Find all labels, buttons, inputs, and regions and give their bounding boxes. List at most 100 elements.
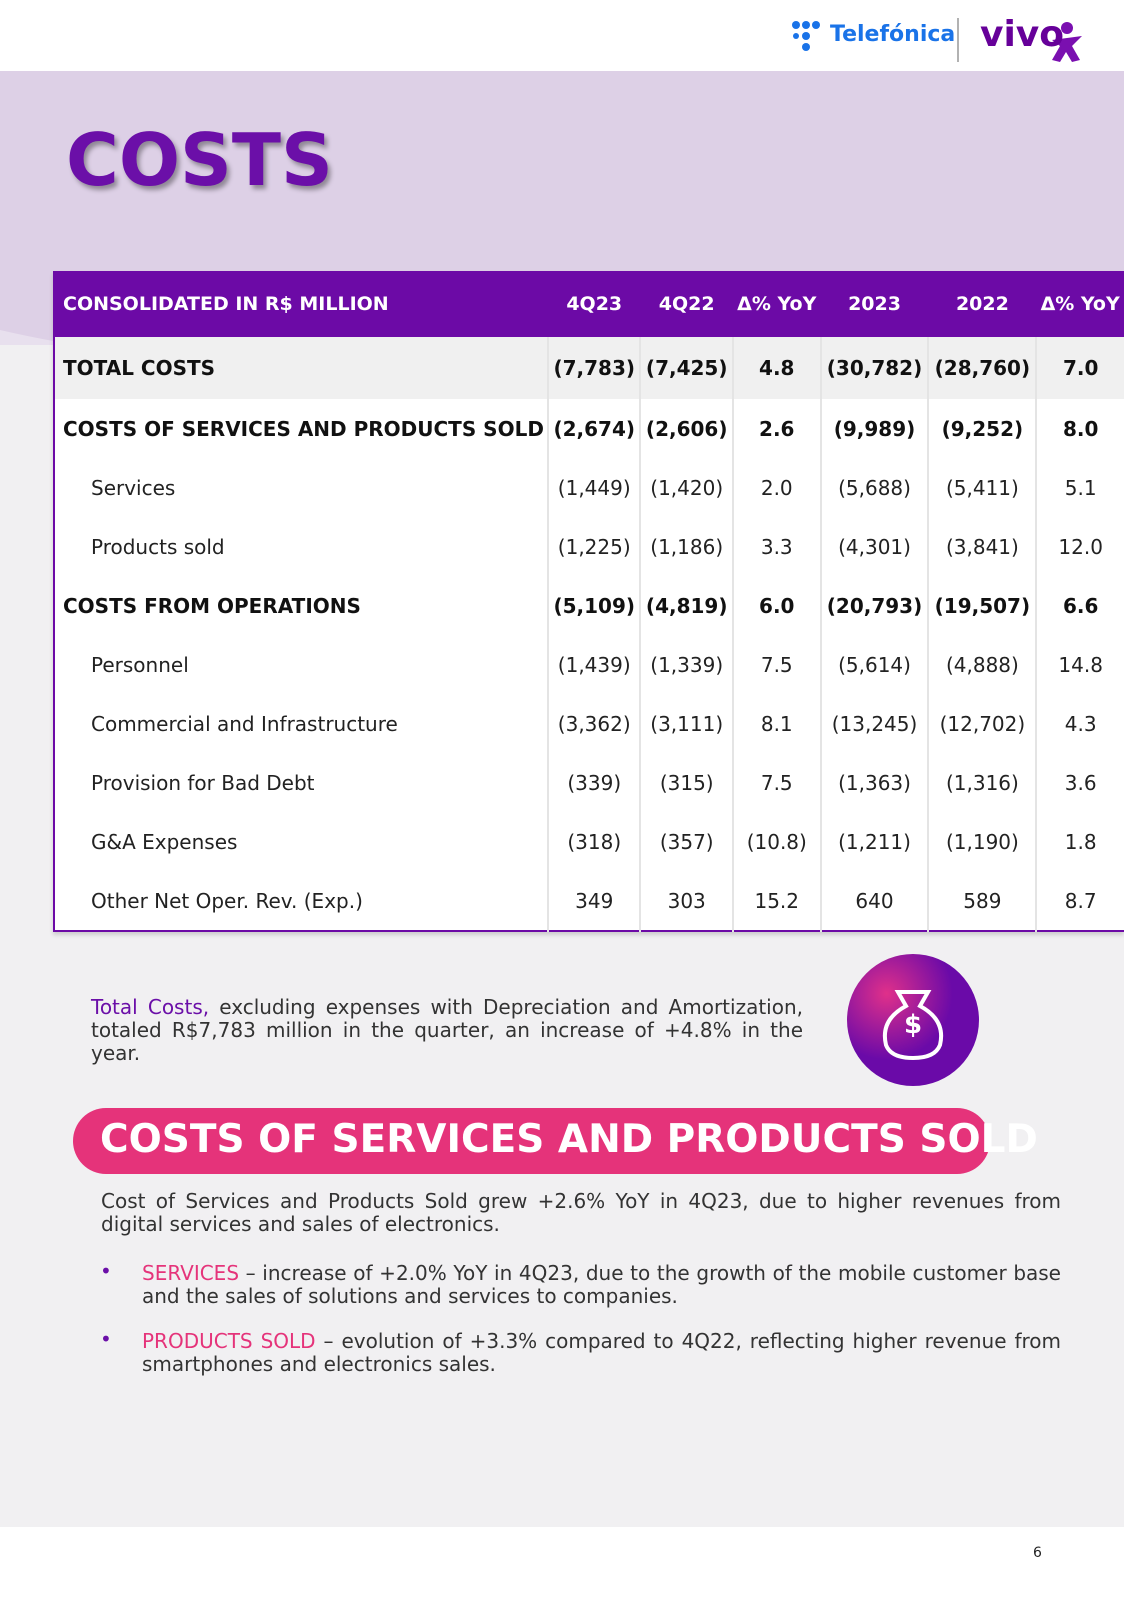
cell: (5,109) bbox=[546, 576, 641, 635]
cell: 8.7 bbox=[1035, 871, 1124, 931]
column-header: 2022 bbox=[928, 271, 1037, 337]
row-label: COSTS FROM OPERATIONS bbox=[63, 593, 361, 618]
bullet-text: – increase of +2.0% YoY in 4Q23, due to … bbox=[142, 1261, 1061, 1308]
summary-text: excluding expenses with Depreciation and… bbox=[91, 995, 804, 1065]
table-row: TOTAL COSTS (7,783) (7,425) 4.8 (30,782) (28,… bbox=[54, 337, 1124, 399]
cell: (1,186) bbox=[639, 517, 733, 576]
icon-symbol: $ bbox=[903, 1010, 923, 1040]
table-row: Products sold (1,225) (1,186) 3.3 (4,301) (3,… bbox=[54, 517, 1124, 576]
bullet-label: PRODUCTS SOLD bbox=[142, 1329, 316, 1353]
cell: 12.0 bbox=[1035, 517, 1124, 576]
table-row: Provision for Bad Debt (339) (315) 7.5 (1,36… bbox=[54, 753, 1124, 812]
cell: 15.2 bbox=[731, 871, 821, 931]
costs-table: CONSOLIDATED IN R$ MILLION 4Q23 4Q22 Δ% YoY… bbox=[53, 271, 1124, 932]
cell: (1,363) bbox=[819, 753, 929, 812]
section-heading: COSTS OF SERVICES AND PRODUCTS SOLD bbox=[100, 1117, 1038, 1162]
cell: (9,252) bbox=[927, 399, 1037, 458]
table-row: Services (1,449) (1,420) 2.0 (5,688) (5,411) 5… bbox=[54, 458, 1124, 517]
cell: 7.5 bbox=[731, 635, 821, 694]
bullet-text: – evolution of +3.3% compared to 4Q22, r… bbox=[142, 1329, 1062, 1376]
row-label: Other Net Oper. Rev. (Exp.) bbox=[91, 888, 363, 913]
cell: (10.8) bbox=[731, 812, 821, 871]
page-title: COSTS bbox=[66, 118, 333, 202]
row-label: Services bbox=[91, 475, 176, 500]
row-label: Products sold bbox=[91, 534, 225, 559]
cell: (1,225) bbox=[546, 517, 641, 576]
summary-highlight: Total Costs, bbox=[91, 995, 210, 1019]
row-label: Personnel bbox=[91, 652, 189, 677]
cell: (7,425) bbox=[639, 337, 733, 399]
row-label: Provision for Bad Debt bbox=[91, 770, 315, 795]
cell: (315) bbox=[639, 753, 733, 812]
cell: (1,449) bbox=[546, 458, 641, 517]
cell: (5,688) bbox=[819, 458, 929, 517]
column-header: 4Q23 bbox=[548, 271, 641, 337]
cell: (339) bbox=[546, 753, 641, 812]
cell: (318) bbox=[546, 812, 641, 871]
cell: 3.6 bbox=[1035, 753, 1124, 812]
cell: (1,420) bbox=[639, 458, 733, 517]
row-label: G&A Expenses bbox=[91, 829, 238, 854]
cell: (3,111) bbox=[639, 694, 733, 753]
cell: (5,614) bbox=[819, 635, 929, 694]
cell: 7.0 bbox=[1035, 337, 1124, 399]
table-row: Commercial and Infrastructure (3,362) (3,1… bbox=[54, 694, 1124, 753]
bullet-label: SERVICES bbox=[142, 1261, 240, 1285]
cell: (9,989) bbox=[819, 399, 929, 458]
cell: (1,316) bbox=[927, 753, 1037, 812]
cell: (4,888) bbox=[927, 635, 1037, 694]
cell: 4.3 bbox=[1035, 694, 1124, 753]
row-label: Commercial and Infrastructure bbox=[91, 711, 398, 736]
cell: 8.1 bbox=[731, 694, 821, 753]
cell: 1.8 bbox=[1035, 812, 1124, 871]
cell: (28,760) bbox=[927, 337, 1037, 399]
table-row: COSTS FROM OPERATIONS (5,109) (4,819) 6.0 (2… bbox=[54, 576, 1124, 635]
table-row: COSTS OF SERVICES AND PRODUCTS SOLD (2,67… bbox=[54, 399, 1124, 458]
column-header: 2023 bbox=[820, 271, 929, 337]
cell: (1,439) bbox=[546, 635, 641, 694]
section-paragraph: Cost of Services and Products Sold grew … bbox=[101, 1189, 1061, 1236]
cell: (1,190) bbox=[927, 812, 1037, 871]
cell: 6.0 bbox=[731, 576, 821, 635]
cell: 640 bbox=[819, 871, 929, 931]
column-header: CONSOLIDATED IN R$ MILLION bbox=[54, 271, 548, 337]
bullet-list: • SERVICES – increase of +2.0% YoY in 4Q2… bbox=[96, 1259, 1062, 1398]
cell: (4,301) bbox=[819, 517, 929, 576]
page-number: 6 bbox=[1033, 1545, 1042, 1561]
column-header: Δ% YoY bbox=[1036, 271, 1124, 337]
table-row: Other Net Oper. Rev. (Exp.) 349 303 15.2 640… bbox=[54, 871, 1124, 931]
cell: 2.0 bbox=[731, 458, 821, 517]
bullet: • PRODUCTS SOLD – evolution of +3.3% comp… bbox=[96, 1327, 1062, 1376]
cell: (1,211) bbox=[819, 812, 929, 871]
header-row: CONSOLIDATED IN R$ MILLION 4Q23 4Q22 Δ% YoY… bbox=[54, 271, 1124, 337]
column-header: 4Q22 bbox=[640, 271, 733, 337]
cell: 14.8 bbox=[1035, 635, 1124, 694]
cell: (3,362) bbox=[546, 694, 641, 753]
cell: (19,507) bbox=[927, 576, 1037, 635]
row-label: COSTS OF SERVICES AND PRODUCTS SOLD bbox=[63, 416, 544, 441]
vivo-logo: vivo bbox=[980, 14, 1065, 55]
cell: (30,782) bbox=[819, 337, 929, 399]
bullet: • SERVICES – increase of +2.0% YoY in 4Q2… bbox=[96, 1259, 1061, 1308]
cell: 349 bbox=[546, 871, 641, 931]
cell: 8.0 bbox=[1035, 399, 1124, 458]
cell: (357) bbox=[639, 812, 733, 871]
summary: Total Costs, excluding expenses with Dep… bbox=[91, 996, 803, 1065]
column-header: Δ% YoY bbox=[732, 271, 821, 337]
cell: 6.6 bbox=[1035, 576, 1124, 635]
cell: (4,819) bbox=[639, 576, 733, 635]
cell: (2,674) bbox=[546, 399, 641, 458]
cell: (5,411) bbox=[927, 458, 1037, 517]
bullet-dot: • bbox=[100, 1259, 112, 1283]
cell: (13,245) bbox=[819, 694, 929, 753]
cell: (12,702) bbox=[927, 694, 1037, 753]
cell: 4.8 bbox=[731, 337, 821, 399]
cell: (2,606) bbox=[639, 399, 733, 458]
cell: 5.1 bbox=[1035, 458, 1124, 517]
cell: (3,841) bbox=[927, 517, 1037, 576]
row-label: TOTAL COSTS bbox=[54, 337, 548, 399]
bullet-dot: • bbox=[100, 1327, 112, 1351]
cell: 589 bbox=[927, 871, 1037, 931]
telefonica-logo: Telefónica bbox=[830, 22, 956, 47]
